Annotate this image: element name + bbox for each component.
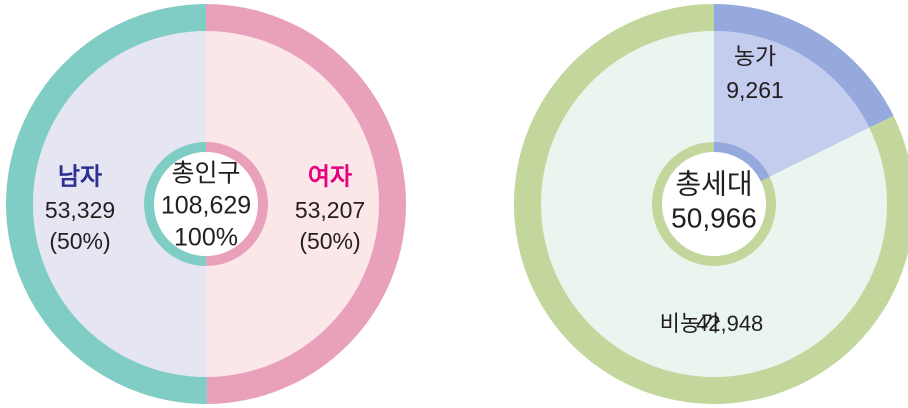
slice-ring <box>6 4 207 404</box>
center-ring <box>206 142 269 266</box>
center-title: 총인구 <box>171 160 240 188</box>
center-ring <box>144 142 207 267</box>
category-label: 비농가 <box>660 311 721 336</box>
total-label: 50,966 <box>671 202 757 233</box>
center-disc <box>662 152 766 256</box>
total-percent-label: 100% <box>174 224 238 252</box>
total-label: 108,629 <box>161 192 251 220</box>
center-disc <box>154 152 258 256</box>
slice-fill <box>206 31 379 377</box>
center-ring <box>714 142 770 182</box>
percent-label: (50%) <box>49 228 110 254</box>
slice-ring <box>206 4 407 404</box>
value-label: 9,261 <box>726 77 784 103</box>
center-title: 총세대 <box>675 168 752 199</box>
slice-fill <box>32 31 207 377</box>
category-label: 농가 <box>734 43 776 69</box>
slice-ring <box>714 4 894 128</box>
value-label: 53,329 <box>45 197 115 223</box>
percent-label: (50%) <box>299 228 360 254</box>
category-label: 여자 <box>308 163 352 190</box>
category-label: 남자 <box>58 163 102 190</box>
value-label: 53,207 <box>295 197 365 223</box>
value-label: 42,948 <box>696 311 763 336</box>
